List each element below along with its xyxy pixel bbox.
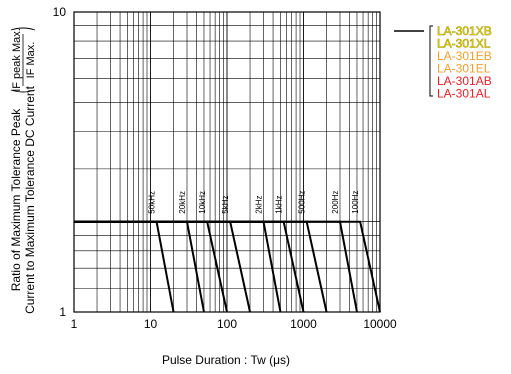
ratio-paren-left [10,89,36,93]
legend-entry: LA-301XB [437,24,492,38]
series-curve-100Hz [74,220,381,313]
freq-label-100Hz: 100Hz [351,191,360,214]
series-curves [74,220,381,313]
y-tick-labels: 1 10 [53,5,67,319]
freq-label-10kHz: 10kHz [198,191,207,214]
freq-label-500Hz: 500Hz [298,191,307,214]
x-tick-label: 1 [71,317,78,331]
ratio-numerator: IF peak Max. [11,28,23,92]
freq-label-1kHz: 1kHz [275,195,284,213]
y-tick-label: 1 [59,305,66,319]
legend-bracket [429,25,433,97]
frequency-labels: 50kHz 20kHz 10kHz 5kHz 2kHz 1kHz 500Hz 200Hz 100… [148,191,361,214]
freq-label-50kHz: 50kHz [148,191,157,214]
ratio-denominator: IF Max. [25,42,37,79]
x-tick-label: 100 [217,317,237,331]
ratio-paren-right [10,27,36,31]
y-axis-ratio: IF peak Max. IF Max. [10,27,37,93]
y-axis-label: Ratio of Maximum Tolerance Peak Current … [9,85,37,314]
freq-label-2kHz: 2kHz [255,195,264,213]
x-axis-label: Pulse Duration : Tw (μs) [162,353,290,367]
y-axis-label-line2: Current to Maximum Tolerance DC Current [23,85,37,314]
freq-label-200Hz: 200Hz [331,191,340,214]
x-tick-labels: 1 10 100 1000 10000 [71,317,397,331]
x-tick-label: 1000 [290,317,317,331]
legend-entry: LA-301EL [437,62,491,76]
x-tick-label: 10000 [363,317,397,331]
y-tick-label: 10 [53,5,67,19]
y-axis-label-line1: Ratio of Maximum Tolerance Peak [9,108,23,292]
legend-entry: LA-301EB [437,49,492,63]
legend-entry: LA-301XL [437,37,491,51]
freq-label-5kHz: 5kHz [221,195,230,213]
grid-lines [74,12,380,312]
freq-label-20kHz: 20kHz [178,191,187,214]
legend-entries: LA-301XBLA-301XLLA-301EBLA-301ELLA-301AB… [437,24,492,101]
x-tick-label: 10 [144,317,158,331]
legend: LA-301XBLA-301XLLA-301EBLA-301ELLA-301AB… [394,24,492,101]
legend-entry: LA-301AB [437,74,492,88]
legend-entry: LA-301AL [437,87,491,101]
